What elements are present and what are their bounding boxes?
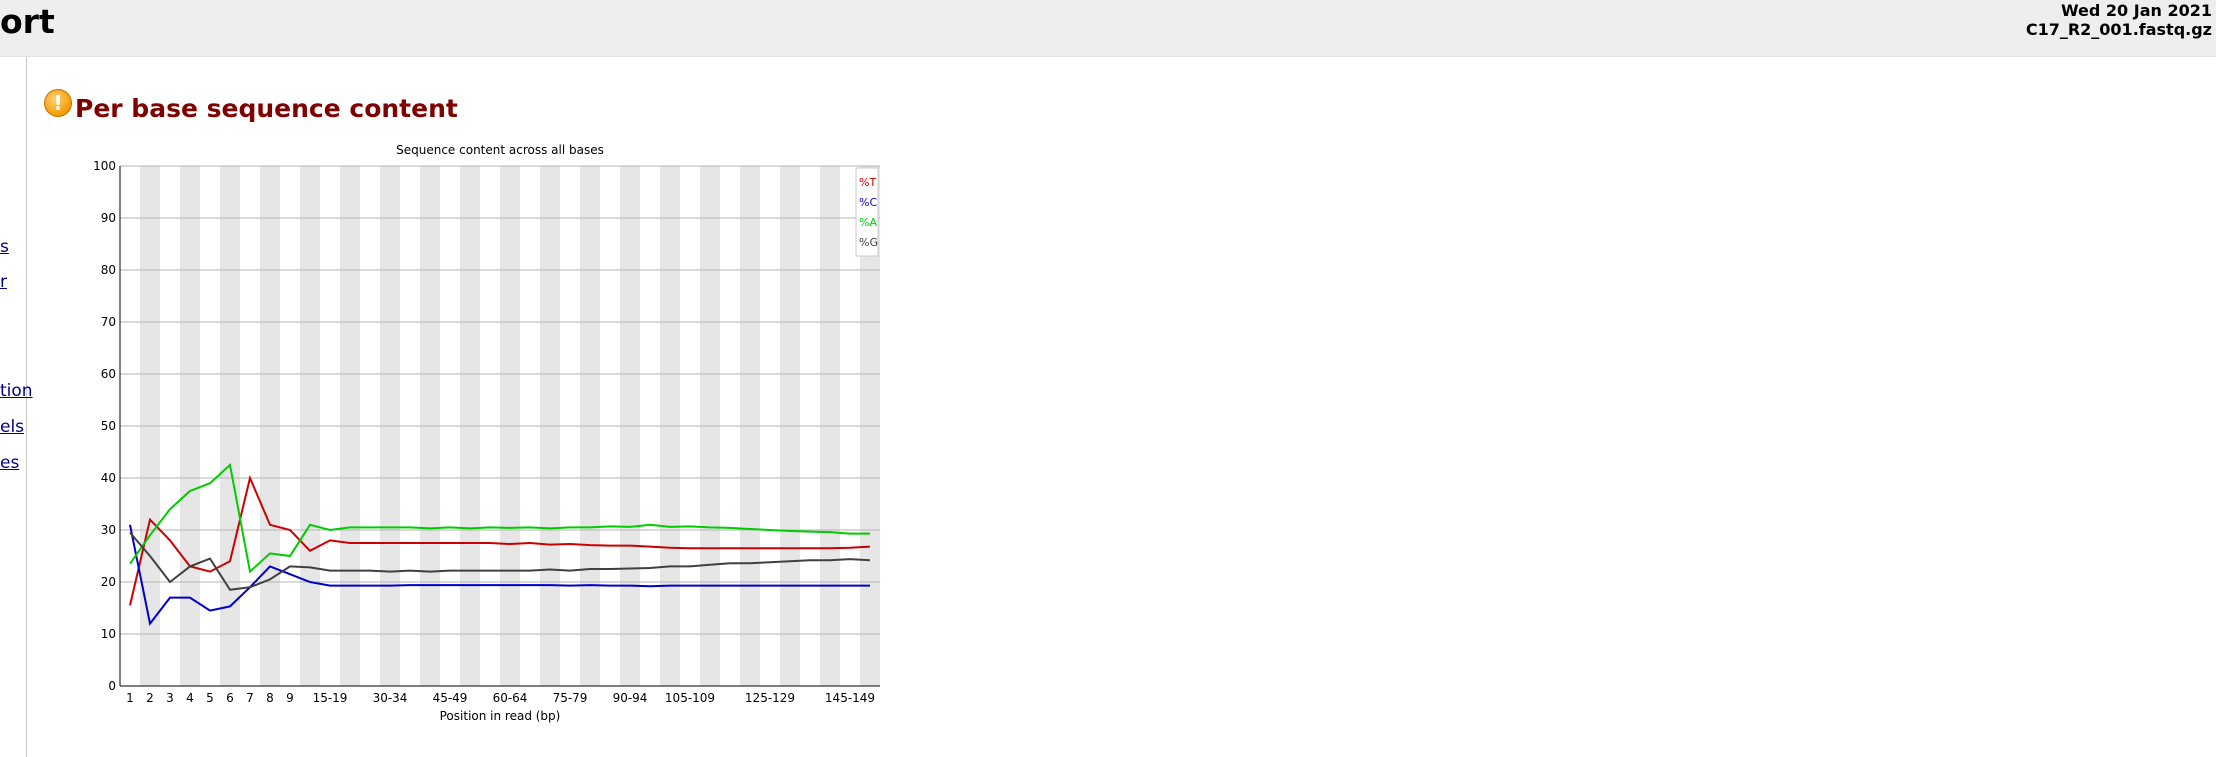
y-tick-label: 10 xyxy=(101,627,116,641)
sidebar-link-4[interactable]: els xyxy=(0,417,25,437)
sidebar-link-3[interactable]: tion xyxy=(0,381,33,401)
x-tick-label: 3 xyxy=(166,691,174,705)
report-title: ort xyxy=(0,2,55,41)
x-tick-label: 90-94 xyxy=(613,691,648,705)
x-tick-label: 9 xyxy=(286,691,294,705)
y-tick-label: 0 xyxy=(108,679,116,693)
legend-entry: %G xyxy=(859,236,878,249)
x-tick-label: 45-49 xyxy=(433,691,468,705)
legend-entry: %T xyxy=(859,176,876,189)
header-meta: Wed 20 Jan 2021 C17_R2_001.fastq.gz xyxy=(2026,1,2212,39)
sidebar-link-2[interactable]: r xyxy=(0,272,7,292)
x-tick-label: 125-129 xyxy=(745,691,795,705)
x-tick-label: 30-34 xyxy=(373,691,408,705)
x-tick-label: 75-79 xyxy=(553,691,588,705)
y-tick-label: 100 xyxy=(93,159,116,173)
y-tick-label: 70 xyxy=(101,315,116,329)
series-line-pct-G xyxy=(129,531,871,591)
sequence-content-chart: Sequence content across all bases 0 10 20 30… xyxy=(93,143,880,723)
x-tick-label: 5 xyxy=(206,691,214,705)
y-tick-label: 80 xyxy=(101,263,116,277)
legend-entry: %A xyxy=(859,216,877,229)
x-tick-label: 105-109 xyxy=(665,691,715,705)
series-line-pct-A xyxy=(129,463,870,574)
sidebar-link-5[interactable]: es xyxy=(0,453,20,473)
x-tick-label: 7 xyxy=(246,691,254,705)
x-tick-label: 6 xyxy=(226,691,234,705)
y-tick-label: 20 xyxy=(101,575,116,589)
y-tick-label: 50 xyxy=(101,419,116,433)
report-header: ort Wed 20 Jan 2021 C17_R2_001.fastq.gz xyxy=(0,0,2216,57)
warning-icon: ! xyxy=(44,89,72,117)
x-tick-label: 1 xyxy=(126,691,134,705)
sidebar-link-1[interactable]: s xyxy=(0,237,9,257)
x-tick-label: 60-64 xyxy=(493,691,528,705)
sidebar-divider xyxy=(26,57,27,757)
x-tick-label: 8 xyxy=(266,691,274,705)
report-date: Wed 20 Jan 2021 xyxy=(2060,1,2212,20)
y-tick-label: 90 xyxy=(101,211,116,225)
y-tick-label: 60 xyxy=(101,367,116,381)
x-axis-label: Position in read (bp) xyxy=(440,709,561,723)
y-tick-label: 40 xyxy=(101,471,116,485)
y-tick-label: 30 xyxy=(101,523,116,537)
section-title: Per base sequence content xyxy=(75,94,458,123)
chart-title: Sequence content across all bases xyxy=(396,143,604,157)
series-line-pct-C xyxy=(129,524,870,626)
x-tick-label: 15-19 xyxy=(313,691,348,705)
report-filename: C17_R2_001.fastq.gz xyxy=(2025,20,2212,39)
x-tick-label: 4 xyxy=(186,691,194,705)
series-line-pct-T xyxy=(129,474,871,606)
legend-entry: %C xyxy=(859,196,877,209)
x-tick-label: 2 xyxy=(146,691,154,705)
legend-box xyxy=(855,167,879,257)
x-tick-label: 145-149 xyxy=(825,691,875,705)
